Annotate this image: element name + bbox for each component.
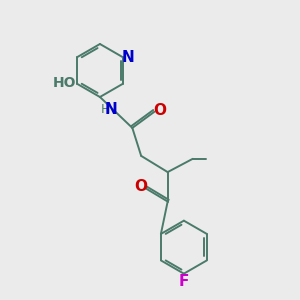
Text: O: O [134, 179, 147, 194]
Text: F: F [179, 274, 189, 289]
Text: H: H [101, 103, 110, 116]
Text: N: N [122, 50, 134, 65]
Text: HO: HO [53, 76, 76, 90]
Text: N: N [104, 102, 117, 117]
Text: O: O [153, 103, 166, 118]
